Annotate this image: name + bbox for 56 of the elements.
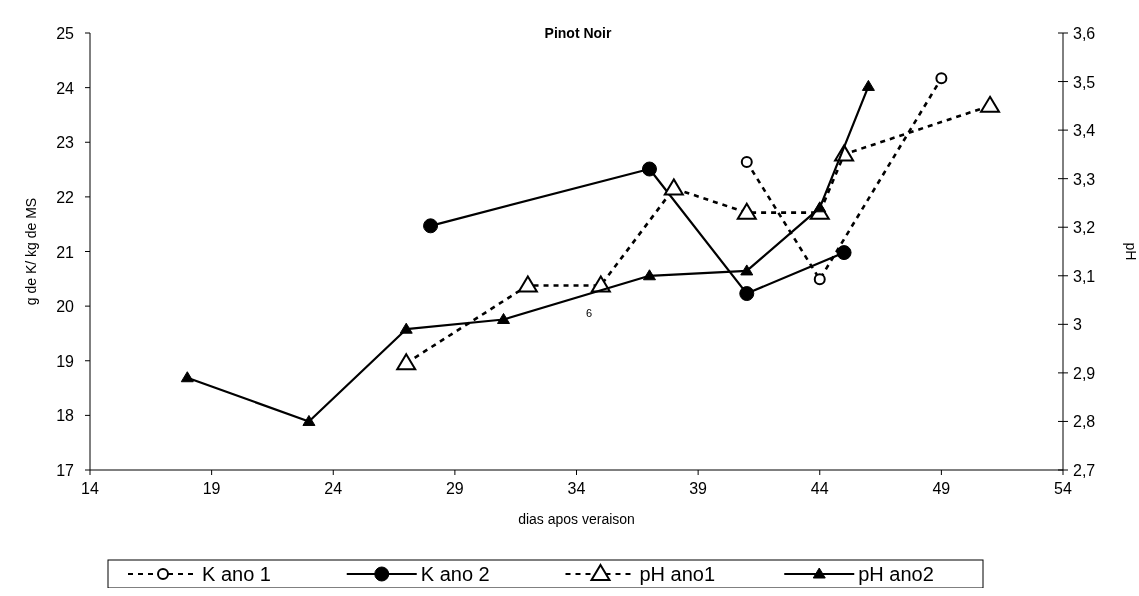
point: [399, 322, 413, 334]
y2-tick-label: 3,5: [1073, 73, 1096, 91]
point: [980, 95, 1001, 113]
y-tick-label: 24: [56, 79, 75, 97]
y-tick-label: 20: [56, 298, 75, 316]
y2-tick-label: 3,1: [1073, 267, 1096, 285]
point: [740, 155, 753, 168]
y2-tick-label: 3,2: [1073, 219, 1096, 237]
y-tick-label: 23: [56, 134, 75, 152]
point: [861, 79, 875, 91]
point: [642, 269, 656, 281]
point: [836, 245, 852, 261]
point: [396, 353, 417, 371]
point: [739, 286, 755, 302]
x-tick-label: 49: [932, 480, 951, 497]
point: [497, 312, 511, 324]
point: [517, 275, 538, 293]
point: [813, 273, 826, 286]
x-tick-label: 44: [810, 480, 829, 497]
point: [302, 414, 316, 426]
point: [663, 178, 684, 196]
y2-tick-label: 3,3: [1073, 170, 1096, 188]
legend-label: pH ano1: [639, 563, 716, 585]
y2-tick-label: 2,9: [1073, 364, 1096, 382]
legend-label: K ano 2: [420, 563, 490, 585]
y2-axis-title: pH: [1123, 242, 1139, 261]
legend-label: K ano 1: [202, 563, 271, 585]
y2-tick-label: 2,7: [1073, 462, 1096, 479]
x-tick-label: 54: [1054, 480, 1072, 497]
y-axis-title: g de K/ kg de MS: [23, 197, 39, 306]
x-tick-label: 34: [567, 480, 586, 497]
annotation: 6: [585, 306, 593, 319]
y-tick-label: 21: [56, 243, 75, 261]
x-tick-label: 29: [445, 480, 464, 497]
y2-tick-label: 2,8: [1073, 413, 1096, 431]
point: [180, 371, 194, 383]
x-tick-label: 14: [81, 480, 99, 497]
y-tick-label: 25: [56, 25, 75, 42]
x-tick-label: 39: [689, 480, 708, 497]
y2-tick-label: 3,4: [1073, 122, 1096, 140]
x-tick-label: 19: [202, 480, 221, 497]
y-tick-label: 17: [56, 462, 75, 479]
x-axis-title: dias apos veraison: [518, 511, 635, 527]
y2-tick-label: 3: [1073, 316, 1082, 334]
point: [736, 202, 757, 220]
point: [423, 218, 439, 234]
point: [935, 72, 948, 85]
point: [641, 161, 657, 177]
y2-tick-label: 3,6: [1073, 25, 1096, 42]
y-tick-label: 22: [56, 188, 75, 206]
x-tick-label: 24: [324, 480, 343, 497]
y-tick-label: 19: [56, 352, 75, 370]
legend-label: pH ano2: [858, 563, 934, 585]
y-tick-label: 18: [56, 407, 75, 425]
point: [740, 264, 754, 276]
chart-title: Pinot Noir: [544, 25, 612, 41]
